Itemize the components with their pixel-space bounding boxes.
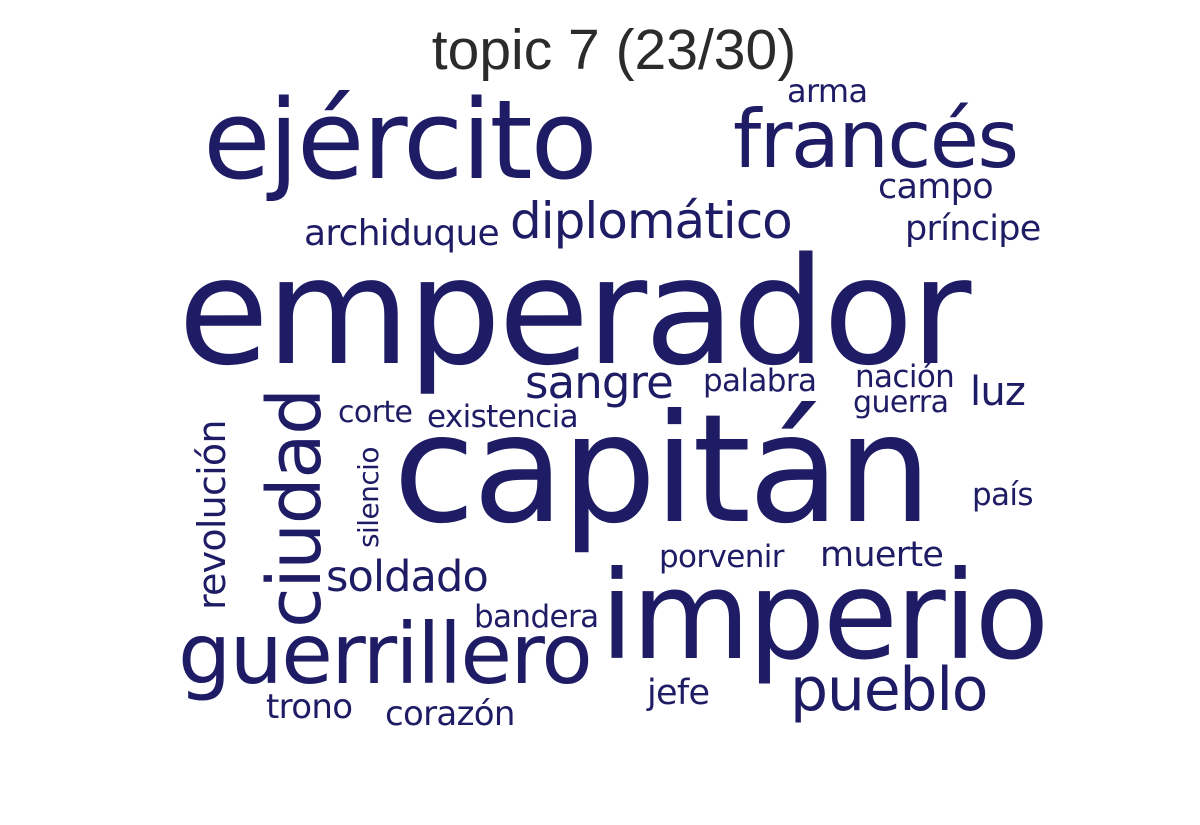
word-luz: luz [970,369,1026,415]
word-campo: campo [878,167,994,207]
word-emperador: emperador [178,226,971,398]
word-ejercito: ejército [203,76,598,204]
word-guerra: guerra [853,385,949,420]
word-imperio: imperio [600,545,1049,687]
word-principe: príncipe [905,209,1041,249]
word-archiduque: archiduque [304,213,500,254]
word-pueblo: pueblo [790,655,988,725]
word-porvenir: porvenir [659,539,784,575]
word-frances: francés [733,93,1019,186]
word-corte: corte [338,395,413,430]
word-jefe: jefe [647,673,710,713]
word-corazon: corazón [385,694,515,734]
word-capitan: capitán [393,383,932,557]
word-existencia: existencia [427,399,579,435]
word-muerte: muerte [820,535,944,575]
word-arma: arma [787,72,868,110]
word-nacion: nación [855,359,955,395]
word-soldado: soldado [326,552,489,602]
word-pais: país [972,477,1034,513]
word-diplomatico: diplomático [510,192,793,250]
word-bandera: bandera [474,599,599,635]
word-guerrillero: guerrillero [178,605,593,703]
word-ciudad: ciudad [252,389,338,628]
word-trono: trono [266,687,353,727]
word-palabra: palabra [703,363,817,399]
word-revolucion: revolución [190,420,234,610]
word-silencio: silencio [352,447,385,548]
chart-title: topic 7 (23/30) [431,18,797,82]
word-sangre: sangre [525,356,674,409]
